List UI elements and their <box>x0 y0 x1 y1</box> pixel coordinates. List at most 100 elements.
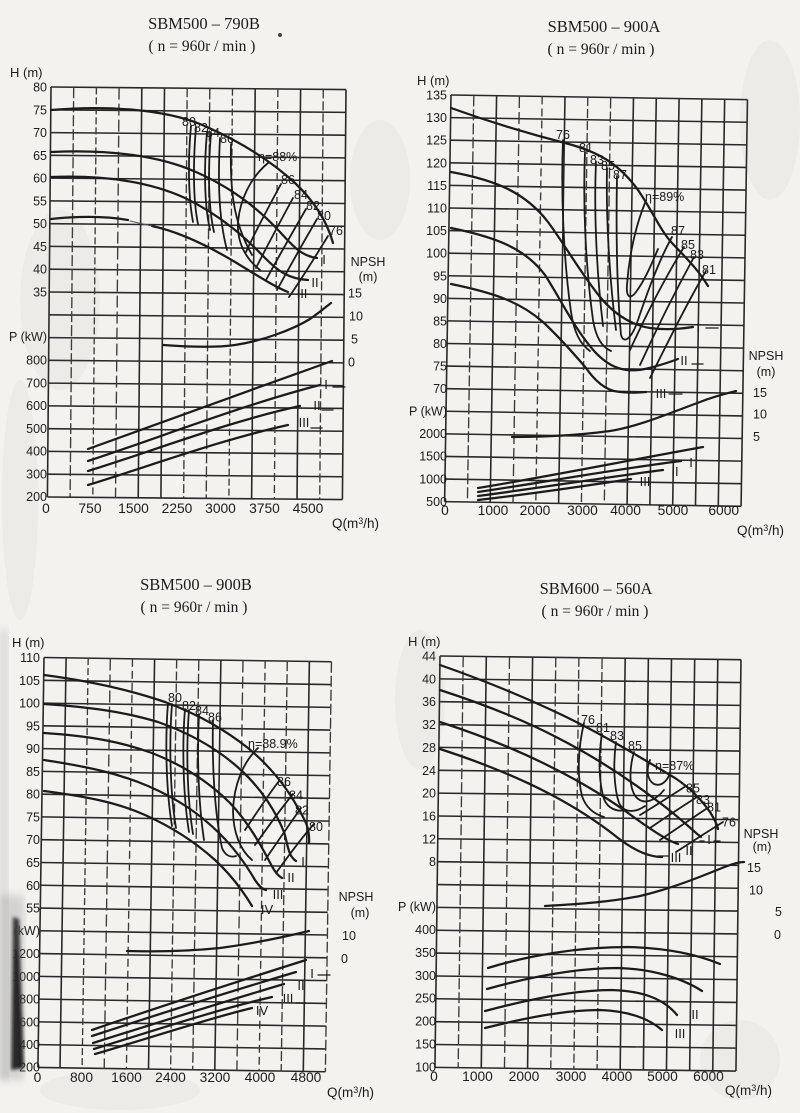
svg-text:η=88.9%: η=88.9% <box>248 737 298 751</box>
svg-text:70: 70 <box>26 833 40 847</box>
svg-text:125: 125 <box>426 134 447 148</box>
svg-text:1500: 1500 <box>419 450 447 464</box>
svg-text:0: 0 <box>774 928 781 942</box>
svg-text:0: 0 <box>42 501 50 516</box>
svg-text:1600: 1600 <box>111 1070 142 1085</box>
svg-text:NPSH: NPSH <box>339 890 374 904</box>
svg-text:III: III <box>671 850 682 865</box>
svg-text:20: 20 <box>422 787 436 801</box>
svg-text:105: 105 <box>426 224 447 238</box>
svg-text:45: 45 <box>33 240 47 254</box>
svg-text:83: 83 <box>690 248 704 262</box>
svg-text:4000: 4000 <box>602 1069 633 1084</box>
svg-text:I: I <box>707 832 711 847</box>
svg-text:2000: 2000 <box>520 503 551 518</box>
svg-text:(m): (m) <box>753 840 772 854</box>
svg-text:2000: 2000 <box>509 1069 540 1084</box>
svg-text:105: 105 <box>19 674 40 688</box>
svg-text:82: 82 <box>182 699 196 713</box>
svg-text:5000: 5000 <box>658 503 689 518</box>
svg-text:600: 600 <box>19 1016 40 1030</box>
svg-text:Q(m3/h): Q(m3/h) <box>332 516 379 531</box>
svg-text:120: 120 <box>426 156 447 170</box>
svg-text:55: 55 <box>33 194 47 208</box>
svg-text:15: 15 <box>753 386 767 400</box>
svg-text:300: 300 <box>26 467 47 481</box>
svg-text:800: 800 <box>26 354 47 368</box>
svg-text:8: 8 <box>429 855 436 869</box>
svg-text:H (m): H (m) <box>10 65 43 80</box>
svg-text:η=88%: η=88% <box>258 150 297 164</box>
svg-text:10: 10 <box>753 408 767 422</box>
svg-text:5000: 5000 <box>647 1069 678 1084</box>
svg-text:80: 80 <box>168 691 182 705</box>
svg-text:50: 50 <box>33 217 47 231</box>
svg-text:86: 86 <box>277 775 291 789</box>
svg-text:IV: IV <box>256 1003 269 1018</box>
svg-text:( n = 960r / min ): ( n = 960r / min ) <box>548 41 655 58</box>
svg-text:4800: 4800 <box>291 1070 322 1085</box>
svg-text:II: II <box>685 843 692 858</box>
svg-text:60: 60 <box>33 172 47 186</box>
svg-text:32: 32 <box>422 718 436 732</box>
svg-text:60: 60 <box>26 879 40 893</box>
svg-text:15: 15 <box>747 861 761 875</box>
svg-text:H (m): H (m) <box>408 634 441 649</box>
svg-text:3750: 3750 <box>249 501 280 516</box>
svg-text:I: I <box>689 455 693 470</box>
svg-text:(m): (m) <box>359 270 378 284</box>
svg-text:SBM500 – 900B: SBM500 – 900B <box>140 575 252 594</box>
svg-text:400: 400 <box>415 923 436 937</box>
svg-text:Q(m3/h): Q(m3/h) <box>327 1085 374 1100</box>
svg-text:200: 200 <box>19 1061 40 1075</box>
svg-text:85: 85 <box>686 782 700 796</box>
svg-text:40: 40 <box>33 263 47 277</box>
svg-text:II: II <box>691 1007 698 1022</box>
svg-text:2400: 2400 <box>155 1070 186 1085</box>
svg-text:90: 90 <box>433 292 447 306</box>
svg-text:3200: 3200 <box>200 1070 231 1085</box>
svg-text:76: 76 <box>722 816 736 830</box>
svg-text:80: 80 <box>33 81 47 95</box>
svg-text:24: 24 <box>422 764 436 778</box>
svg-text:87: 87 <box>671 224 685 238</box>
svg-text:2250: 2250 <box>162 501 193 516</box>
svg-text:83: 83 <box>610 729 624 743</box>
svg-text:76: 76 <box>556 128 570 142</box>
svg-text:η=89%: η=89% <box>645 190 684 204</box>
svg-text:II: II <box>680 353 687 368</box>
svg-text:100: 100 <box>19 697 40 711</box>
svg-text:500: 500 <box>26 422 47 436</box>
svg-text:81: 81 <box>702 263 716 277</box>
svg-text:85: 85 <box>433 314 447 328</box>
svg-text:80: 80 <box>317 209 331 223</box>
svg-text:SBM600 – 560A: SBM600 – 560A <box>540 579 653 598</box>
svg-text:H (m): H (m) <box>12 635 45 650</box>
svg-text:95: 95 <box>26 719 40 733</box>
svg-text:85: 85 <box>681 238 695 252</box>
svg-text:10: 10 <box>349 310 363 324</box>
svg-text:110: 110 <box>20 651 40 665</box>
svg-text:1000: 1000 <box>419 472 447 486</box>
svg-text:87: 87 <box>613 168 627 182</box>
svg-text:10: 10 <box>342 929 356 943</box>
svg-text:81: 81 <box>707 801 721 815</box>
svg-text:82: 82 <box>194 121 208 135</box>
svg-text:III: III <box>297 286 308 301</box>
svg-text:85: 85 <box>26 765 40 779</box>
svg-text:150: 150 <box>415 1038 436 1052</box>
svg-text:135: 135 <box>426 89 447 103</box>
svg-text:SBM500 – 900A: SBM500 – 900A <box>548 17 661 36</box>
svg-text:III: III <box>299 415 310 430</box>
svg-text:800: 800 <box>70 1070 93 1085</box>
svg-text:III: III <box>640 474 651 489</box>
svg-text:3000: 3000 <box>567 503 598 518</box>
svg-text:28: 28 <box>422 741 436 755</box>
svg-text:84: 84 <box>289 789 303 803</box>
svg-text:86: 86 <box>281 173 295 187</box>
svg-text:2000: 2000 <box>419 427 447 441</box>
svg-text:40: 40 <box>422 672 436 686</box>
svg-text:I: I <box>322 252 326 267</box>
svg-text:SBM500 – 790B: SBM500 – 790B <box>148 14 260 33</box>
svg-text:83: 83 <box>696 793 710 807</box>
